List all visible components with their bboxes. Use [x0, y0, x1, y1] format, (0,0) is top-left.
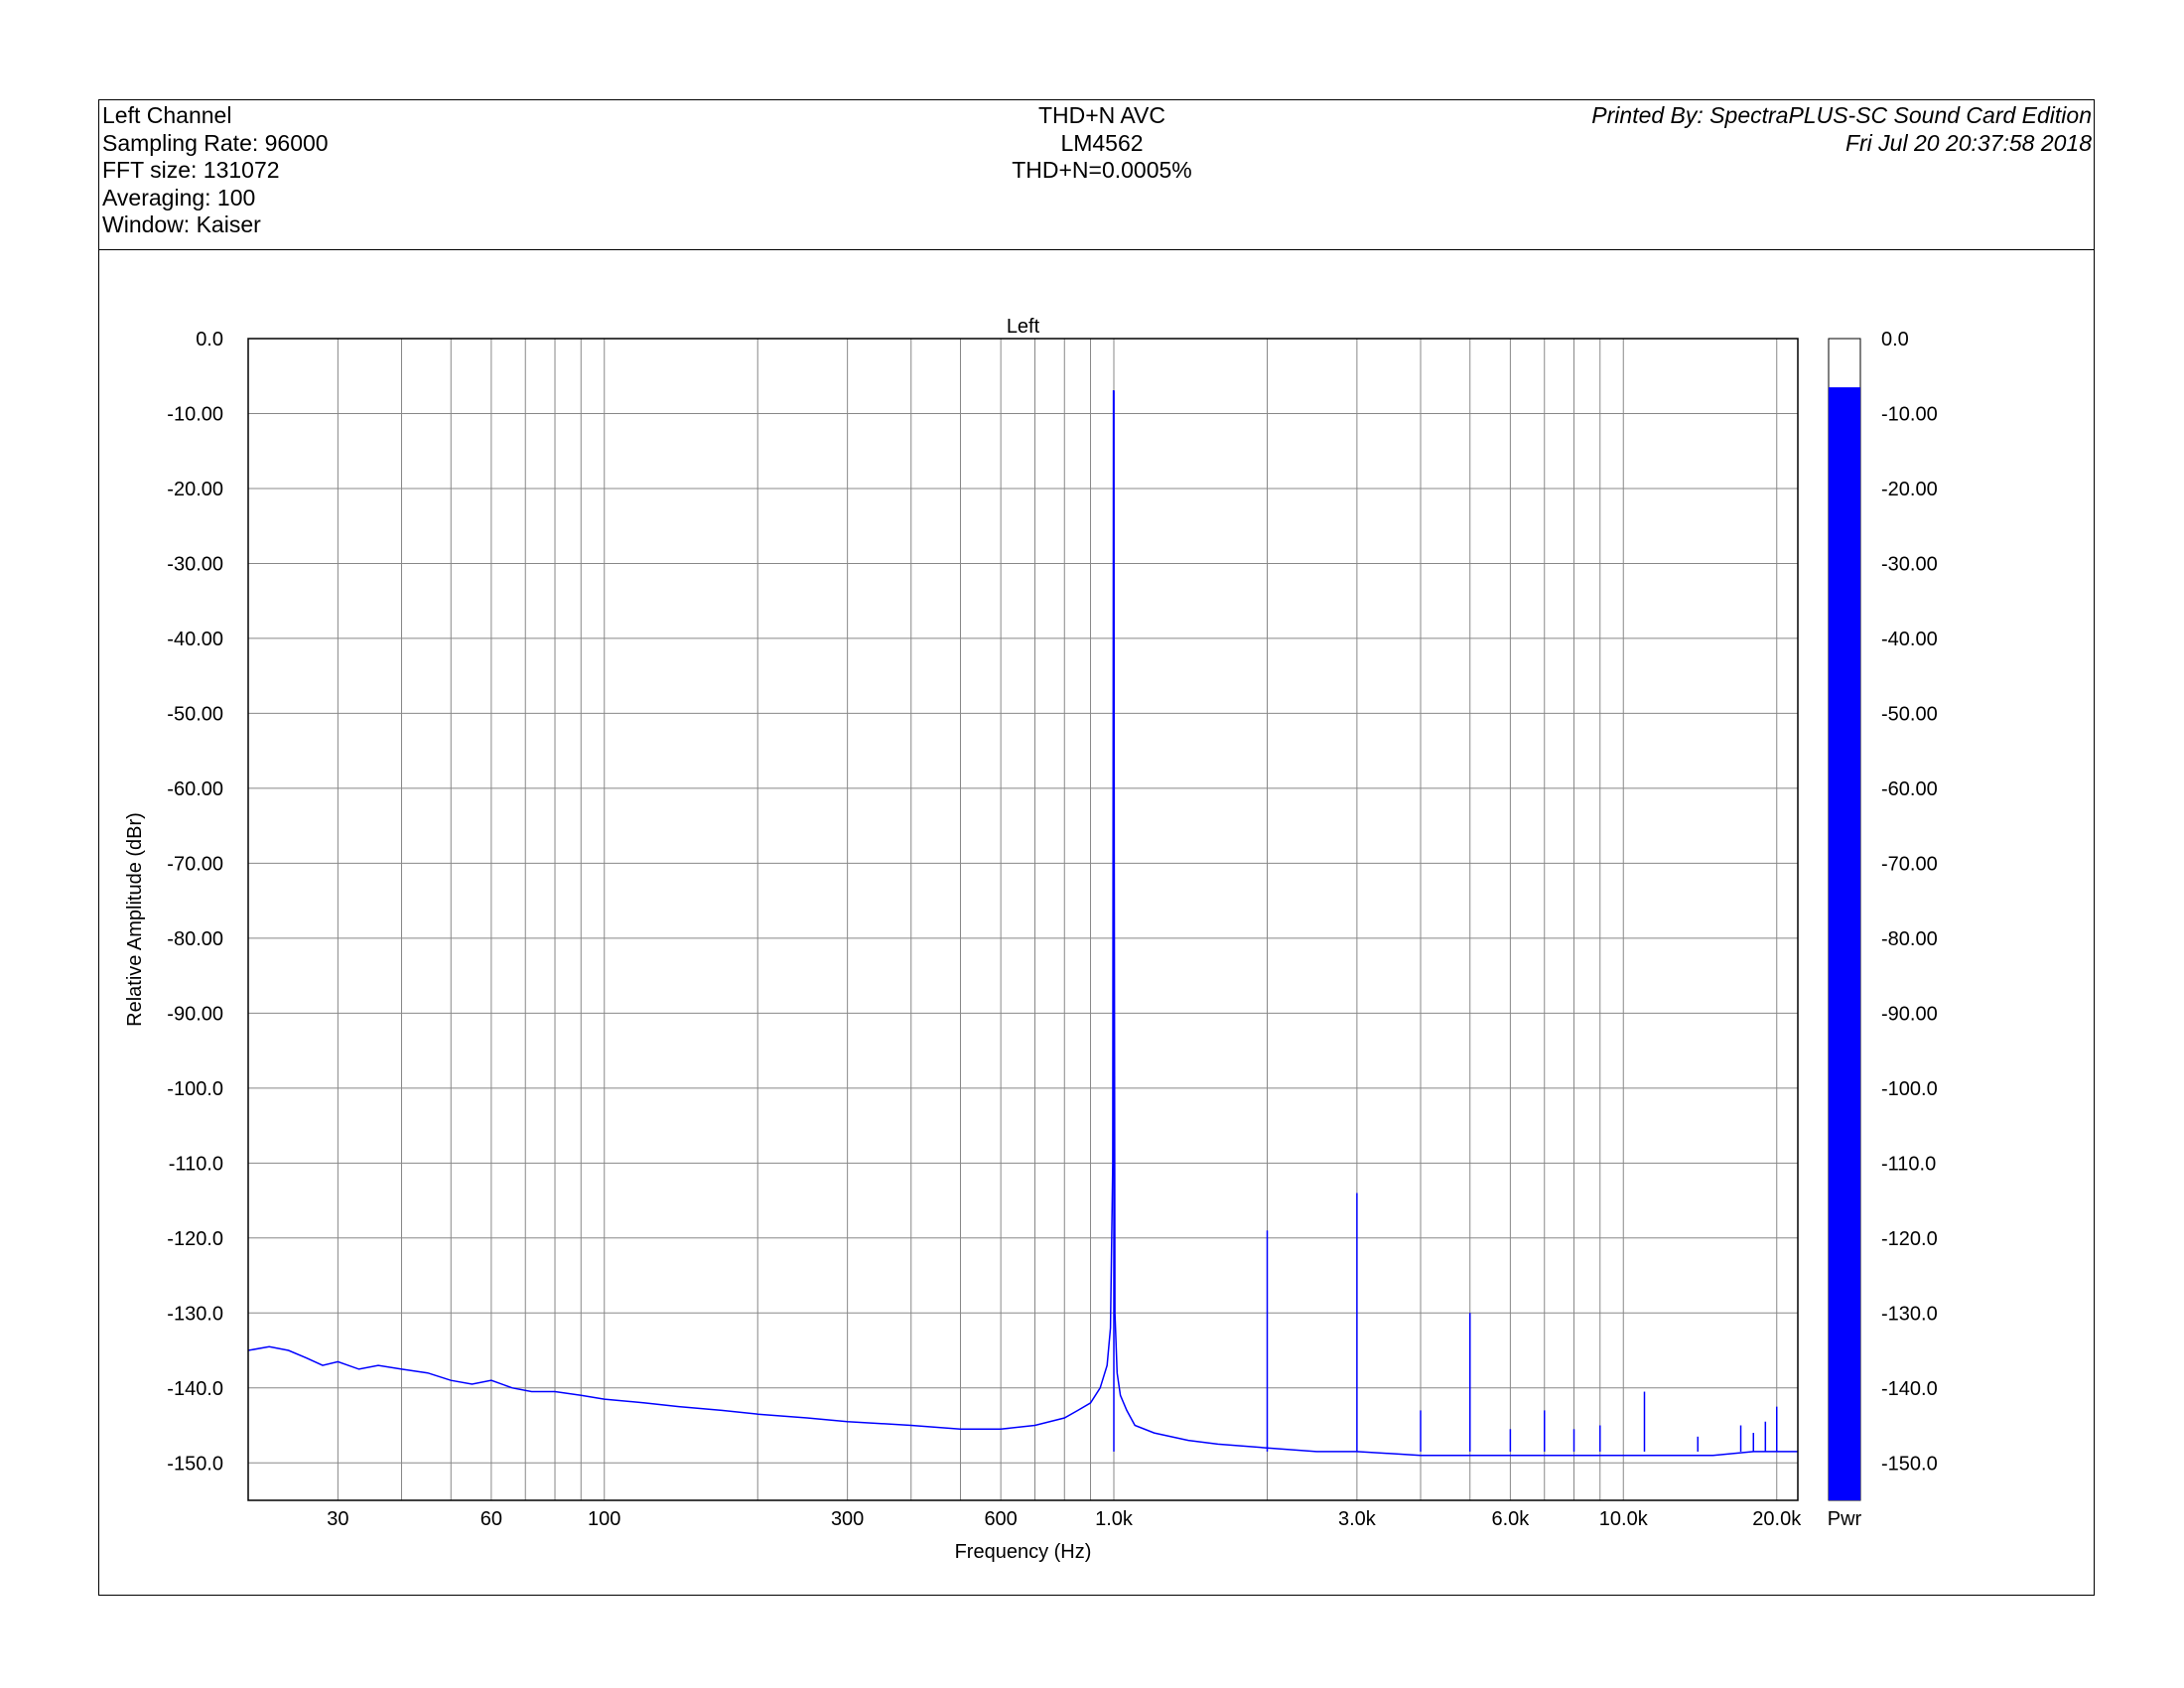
y-tick-label: -150.0: [167, 1453, 223, 1475]
meter-tick-label: -40.00: [1881, 629, 1938, 650]
x-tick-label: 6.0k: [1491, 1508, 1530, 1530]
x-tick-label: 20.0k: [1752, 1508, 1802, 1530]
meter-tick-label: -110.0: [1881, 1153, 1936, 1175]
meter-tick-label: -100.0: [1881, 1078, 1938, 1100]
meter-tick-label: -140.0: [1881, 1378, 1938, 1400]
meter-tick-label: -10.00: [1881, 403, 1938, 425]
measurement-info: Left Channel Sampling Rate: 96000 FFT si…: [102, 102, 329, 239]
power-meter-fill: [1829, 387, 1860, 1501]
y-tick-label: -110.0: [169, 1153, 223, 1175]
power-meter-label: Pwr: [1828, 1508, 1862, 1530]
window-label: Window: Kaiser: [102, 211, 261, 237]
y-tick-label: -120.0: [167, 1228, 223, 1250]
report-title: THD+N AVC: [1037, 102, 1166, 128]
meter-tick-label: -30.00: [1881, 553, 1938, 575]
meter-tick-label: -120.0: [1881, 1228, 1938, 1250]
sampling-rate-label: Sampling Rate: 96000: [102, 129, 329, 156]
meter-tick-label: 0.0: [1881, 329, 1909, 351]
x-axis-label: Frequency (Hz): [955, 1541, 1092, 1563]
meter-tick-label: -80.00: [1881, 928, 1938, 950]
x-tick-label: 300: [831, 1508, 864, 1530]
fft-size-label: FFT size: 131072: [102, 157, 280, 183]
device-name: LM4562: [1060, 129, 1144, 156]
thd-n-result: THD+N=0.0005%: [1012, 157, 1192, 183]
y-axis-label: Relative Amplitude (dBr): [124, 812, 146, 1027]
meter-tick-label: -150.0: [1881, 1453, 1938, 1475]
x-tick-label: 600: [984, 1508, 1017, 1530]
plot-border: [247, 338, 1799, 1501]
chart-title: Left: [1007, 316, 1040, 338]
x-tick-label: 10.0k: [1599, 1508, 1649, 1530]
y-tick-label: 0.0: [196, 329, 223, 351]
spectrum-line: [247, 390, 1798, 1457]
x-tick-label: 30: [327, 1508, 348, 1530]
x-tick-label: 1.0k: [1095, 1508, 1134, 1530]
meter-tick-label: -50.00: [1881, 703, 1938, 725]
channel-label: Left Channel: [102, 102, 232, 128]
x-tick-label: 60: [480, 1508, 502, 1530]
y-tick-label: -50.00: [167, 703, 223, 725]
meter-tick-label: -20.00: [1881, 479, 1938, 500]
y-tick-label: -100.0: [167, 1078, 223, 1100]
meter-tick-label: -60.00: [1881, 778, 1938, 800]
y-tick-label: -60.00: [167, 778, 223, 800]
y-tick-label: -90.00: [167, 1003, 223, 1025]
print-frame: [98, 99, 2095, 1596]
averaging-label: Averaging: 100: [102, 184, 256, 211]
print-timestamp: Fri Jul 20 20:37:58 2018: [1844, 129, 2092, 156]
y-tick-label: -70.00: [167, 853, 223, 875]
y-tick-label: -30.00: [167, 553, 223, 575]
meter-tick-label: -90.00: [1881, 1003, 1938, 1025]
y-tick-label: -130.0: [167, 1303, 223, 1325]
meter-tick-label: -70.00: [1881, 853, 1938, 875]
plot-area: [248, 339, 1798, 1500]
meter-tick-label: -130.0: [1881, 1303, 1938, 1325]
x-tick-label: 100: [588, 1508, 620, 1530]
y-tick-label: -40.00: [167, 629, 223, 650]
y-tick-label: -10.00: [167, 403, 223, 425]
header-divider: [98, 249, 2095, 250]
y-tick-label: -140.0: [167, 1378, 223, 1400]
x-tick-label: 3.0k: [1338, 1508, 1377, 1530]
printed-by-label: Printed By: SpectraPLUS-SC Sound Card Ed…: [1591, 102, 2092, 128]
y-tick-label: -20.00: [167, 479, 223, 500]
y-tick-label: -80.00: [167, 928, 223, 950]
print-info: Printed By: SpectraPLUS-SC Sound Card Ed…: [1591, 102, 2092, 157]
report-title-block: THD+N AVC LM4562 THD+N=0.0005%: [849, 102, 1355, 185]
